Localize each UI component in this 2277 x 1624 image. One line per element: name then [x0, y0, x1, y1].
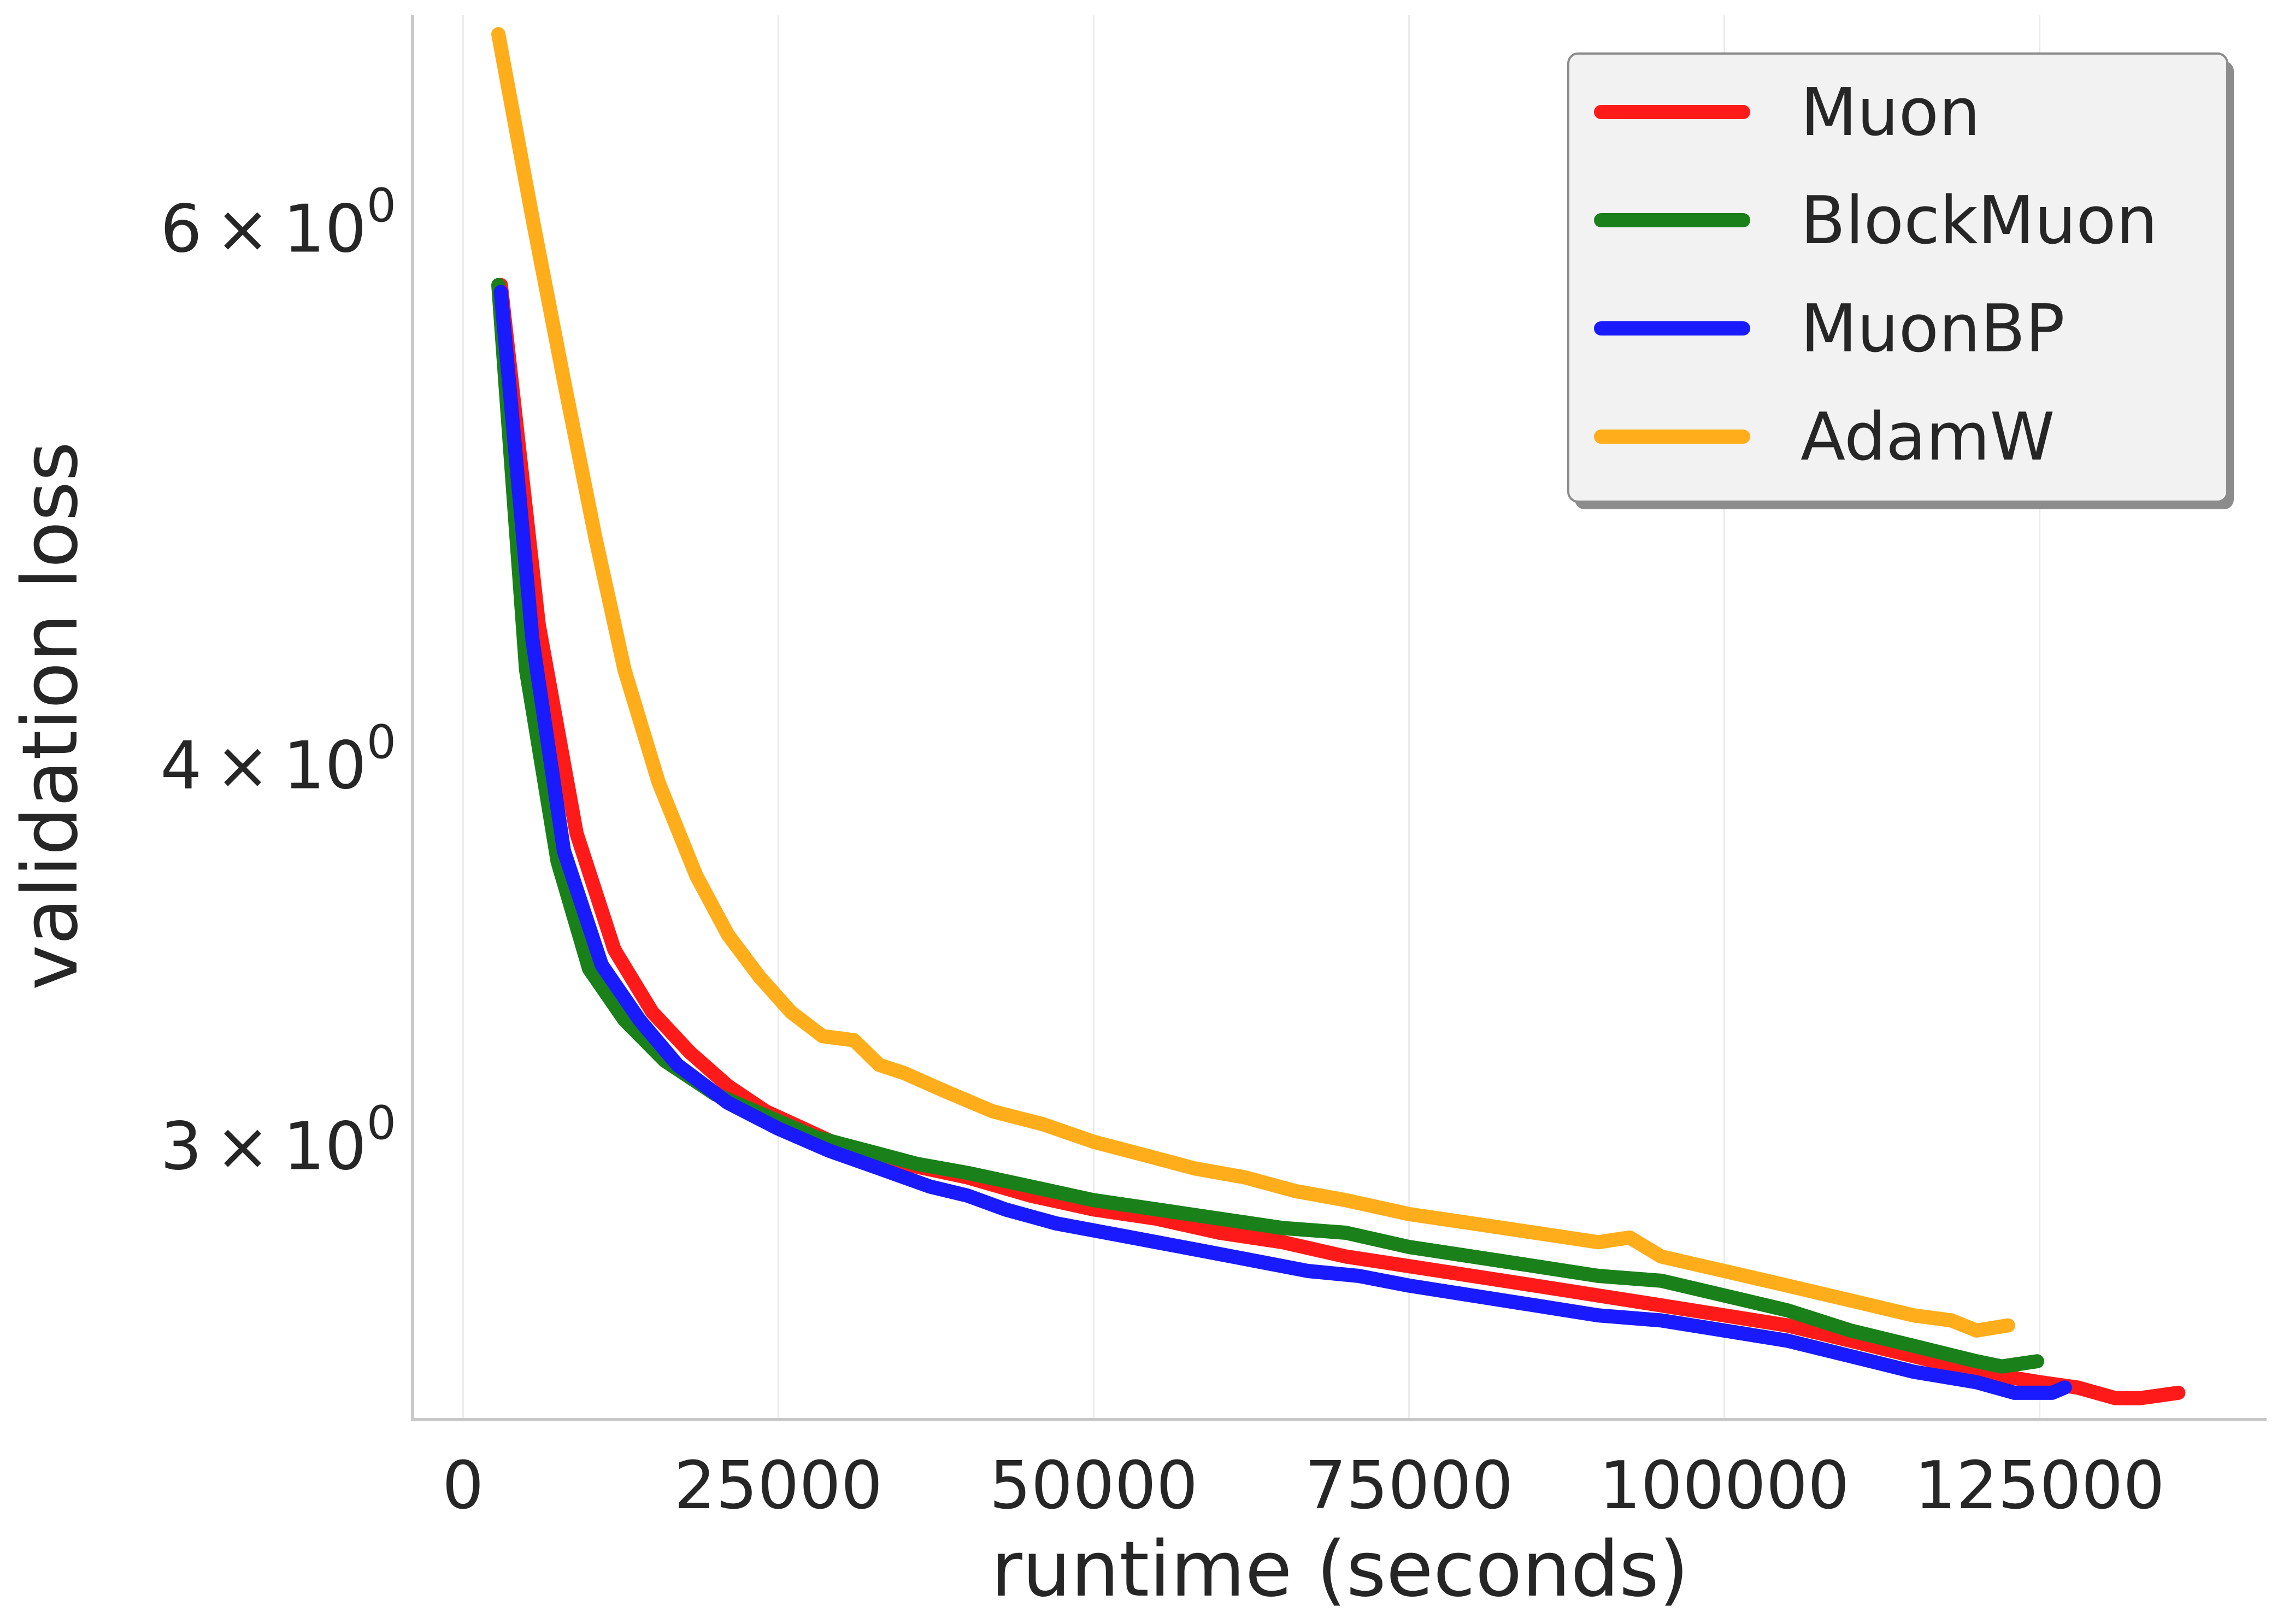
- x-axis-label: runtime (seconds): [991, 1525, 1688, 1614]
- y-tick-label: 6 × 100: [160, 179, 396, 268]
- x-tick-labels: 0 25000 50000 75000 100000 125000: [442, 1448, 2164, 1524]
- series-line-blockmuon: [491, 278, 2044, 1374]
- axes: [411, 15, 2267, 1421]
- legend-label-adamw: AdamW: [1801, 399, 2055, 475]
- y-axis-label: validation loss: [6, 442, 95, 990]
- series-lines: [491, 27, 2186, 1405]
- x-tick-label: 75000: [1305, 1448, 1514, 1524]
- series-line-muon: [493, 278, 2186, 1405]
- x-tick-label: 0: [442, 1448, 484, 1524]
- legend-label-blockmuon: BlockMuon: [1801, 183, 2158, 259]
- y-tick-labels: 6 × 100 4 × 100 3 × 100: [160, 179, 396, 1185]
- series-line-muonbp: [493, 285, 2072, 1400]
- y-tick-label: 3 × 100: [160, 1097, 396, 1185]
- legend-label-muonbp: MuonBP: [1801, 291, 2065, 367]
- grid: [462, 15, 2041, 1420]
- y-tick-label: 4 × 100: [160, 716, 396, 804]
- legend-box: [1567, 52, 2228, 503]
- legend-label-muon: Muon: [1801, 75, 1980, 151]
- x-tick-label: 50000: [990, 1448, 1198, 1524]
- series-line-adamw: [491, 27, 2015, 1338]
- legend: Muon BlockMuon MuonBP AdamW: [1567, 52, 2234, 509]
- x-tick-label: 100000: [1599, 1448, 1849, 1524]
- x-tick-label: 125000: [1914, 1448, 2164, 1524]
- x-tick-label: 25000: [674, 1448, 882, 1524]
